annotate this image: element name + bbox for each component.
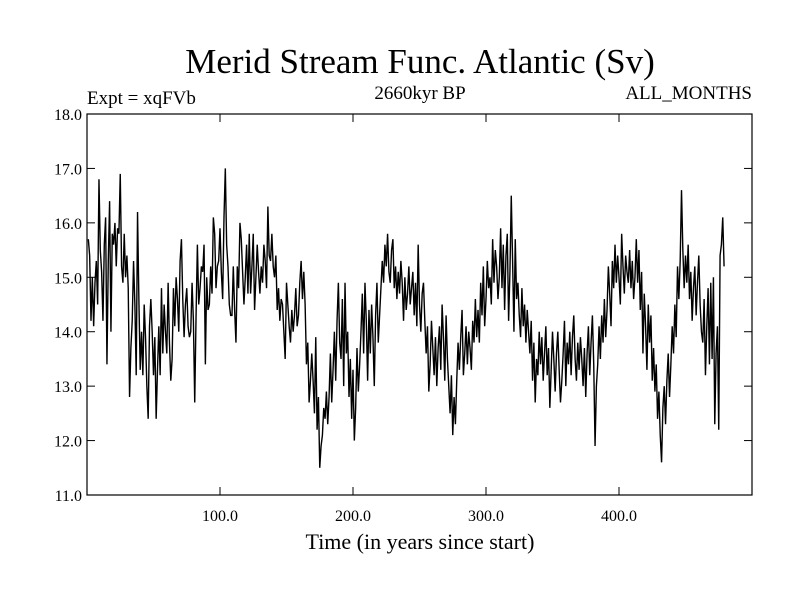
x-axis-label: Time (in years since start) — [306, 529, 535, 554]
y-tick-label: 18.0 — [54, 107, 82, 124]
plot-frame — [86, 113, 753, 496]
y-tick-label: 14.0 — [54, 325, 82, 342]
y-tick-label: 12.0 — [54, 434, 82, 451]
months-label: ALL_MONTHS — [625, 83, 752, 104]
x-tick-label: 100.0 — [202, 508, 238, 525]
series-line — [87, 168, 725, 468]
x-axis: 100.0 200.0 300.0 400.0 — [202, 114, 637, 525]
y-axis: 11.0 12.0 13.0 14.0 15.0 16.0 17.0 18.0 — [54, 107, 752, 505]
x-tick-label: 400.0 — [601, 508, 637, 525]
period-label: 2660kyr BP — [374, 83, 465, 104]
chart-title: Merid Stream Func. Atlantic (Sv) — [185, 42, 655, 81]
x-tick-label: 200.0 — [335, 508, 371, 525]
y-tick-label: 13.0 — [54, 379, 82, 396]
x-tick-label: 300.0 — [468, 508, 504, 525]
y-tick-label: 16.0 — [54, 216, 82, 233]
y-tick-label: 17.0 — [54, 161, 82, 178]
experiment-label: Expt = xqFVb — [87, 88, 196, 109]
y-tick-label: 15.0 — [54, 270, 82, 287]
y-tick-label: 11.0 — [55, 488, 82, 505]
